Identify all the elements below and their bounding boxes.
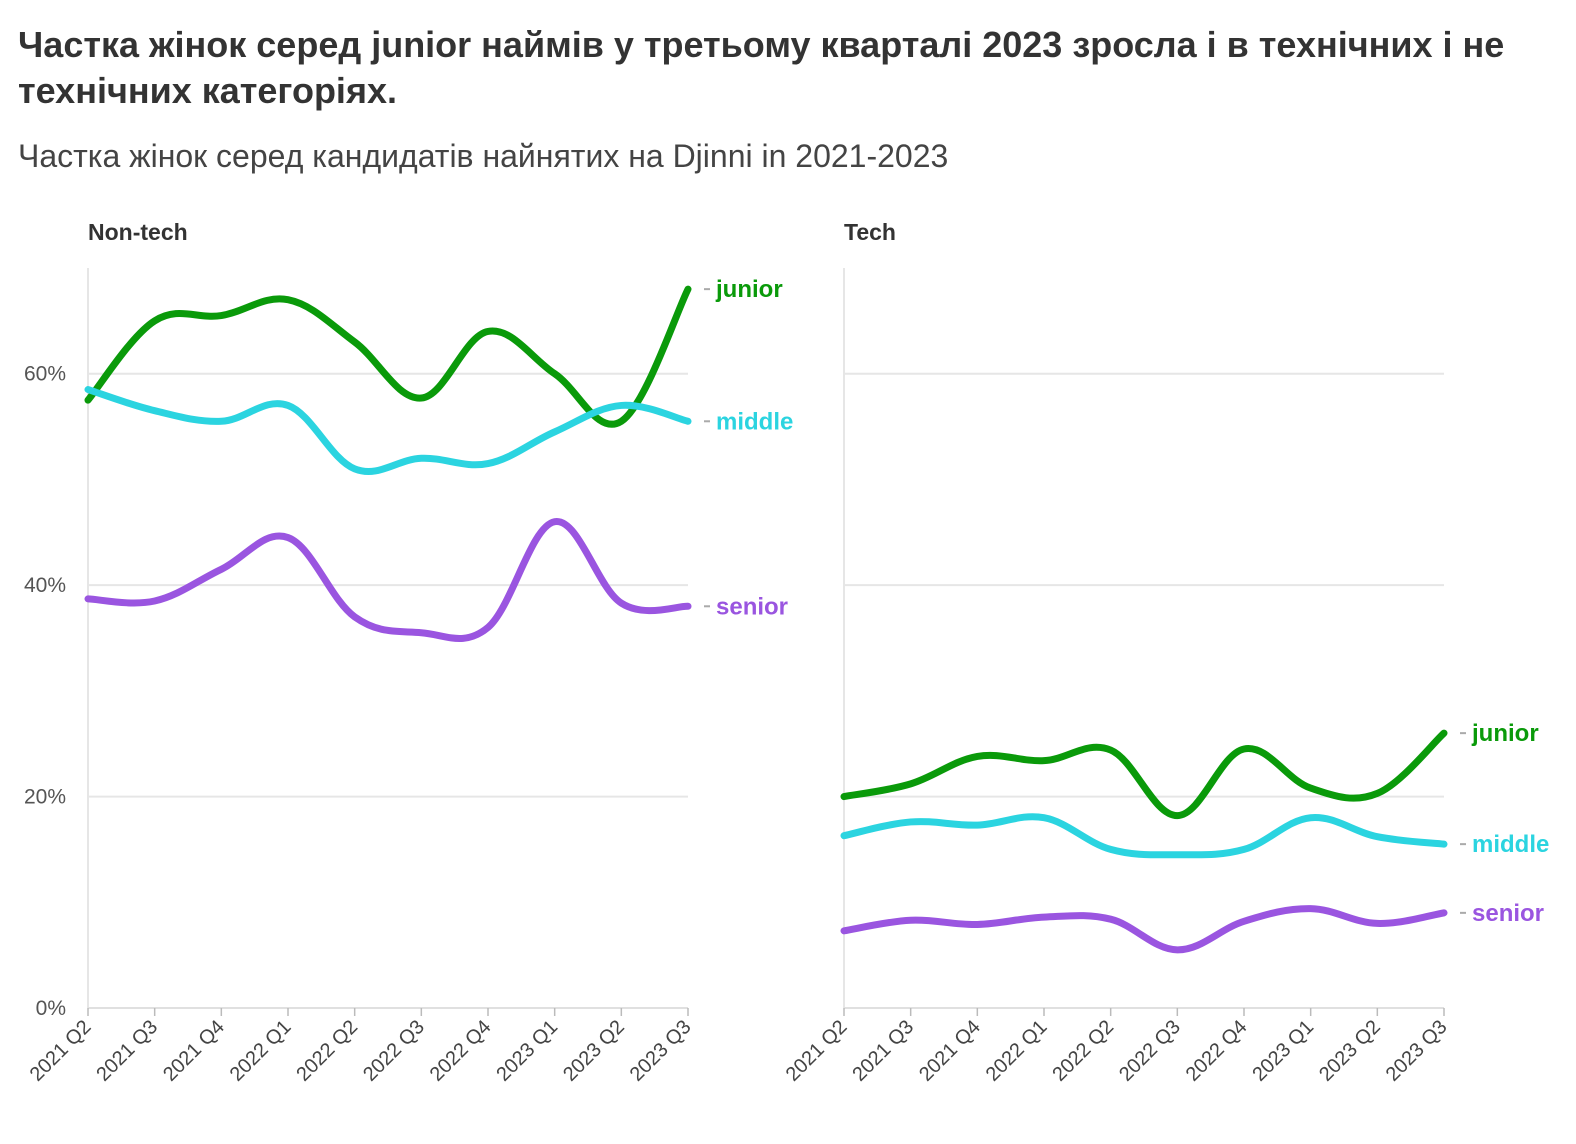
x-tick-label: 2023 Q3 xyxy=(626,1016,696,1086)
x-tick-label: 2022 Q2 xyxy=(1048,1016,1118,1086)
x-tick-label: 2022 Q4 xyxy=(426,1016,496,1086)
x-tick-label: 2023 Q2 xyxy=(1315,1016,1385,1086)
chart-subtitle: Частка жінок серед кандидатів найнятих н… xyxy=(18,138,949,174)
x-tick-label: 2022 Q3 xyxy=(1115,1016,1185,1086)
y-tick-label: 0% xyxy=(36,997,66,1020)
x-tick-label: 2022 Q3 xyxy=(359,1016,429,1086)
x-tick-label: 2022 Q4 xyxy=(1182,1016,1252,1086)
y-tick-label: 60% xyxy=(24,363,66,386)
series-label-junior: junior xyxy=(715,276,783,303)
series-line-senior xyxy=(840,905,1448,954)
series-label-middle: middle xyxy=(1472,831,1549,858)
y-tick-label: 40% xyxy=(24,574,66,597)
x-tick-label: 2021 Q2 xyxy=(782,1016,852,1086)
chart-title: Частка жінок серед junior наймів у треть… xyxy=(18,24,1505,111)
x-tick-label: 2021 Q3 xyxy=(848,1016,918,1086)
series-line-middle xyxy=(84,386,692,475)
x-tick-label: 2022 Q2 xyxy=(292,1016,362,1086)
series-line-junior xyxy=(84,285,692,428)
x-tick-label: 2022 Q1 xyxy=(982,1016,1052,1086)
x-tick-label: 2021 Q2 xyxy=(26,1016,96,1086)
series-label-junior: junior xyxy=(1471,720,1539,747)
x-tick-label: 2021 Q4 xyxy=(915,1016,985,1086)
x-tick-label: 2023 Q1 xyxy=(1248,1016,1318,1086)
series-label-senior: senior xyxy=(716,593,788,620)
series-label-middle: middle xyxy=(716,408,793,435)
series-line-junior xyxy=(840,729,1448,820)
x-tick-label: 2023 Q2 xyxy=(559,1016,629,1086)
x-tick-label: 2023 Q3 xyxy=(1382,1016,1452,1086)
series-line-senior xyxy=(84,518,692,642)
x-tick-label: 2022 Q1 xyxy=(226,1016,296,1086)
series-line-middle xyxy=(840,813,1448,859)
panel-title: Non-tech xyxy=(88,219,188,245)
x-tick-label: 2021 Q3 xyxy=(92,1016,162,1086)
x-tick-label: 2021 Q4 xyxy=(159,1016,229,1086)
series-label-senior: senior xyxy=(1472,900,1544,927)
panel-title: Tech xyxy=(844,219,896,245)
y-tick-label: 20% xyxy=(24,786,66,809)
x-tick-label: 2023 Q1 xyxy=(492,1016,562,1086)
